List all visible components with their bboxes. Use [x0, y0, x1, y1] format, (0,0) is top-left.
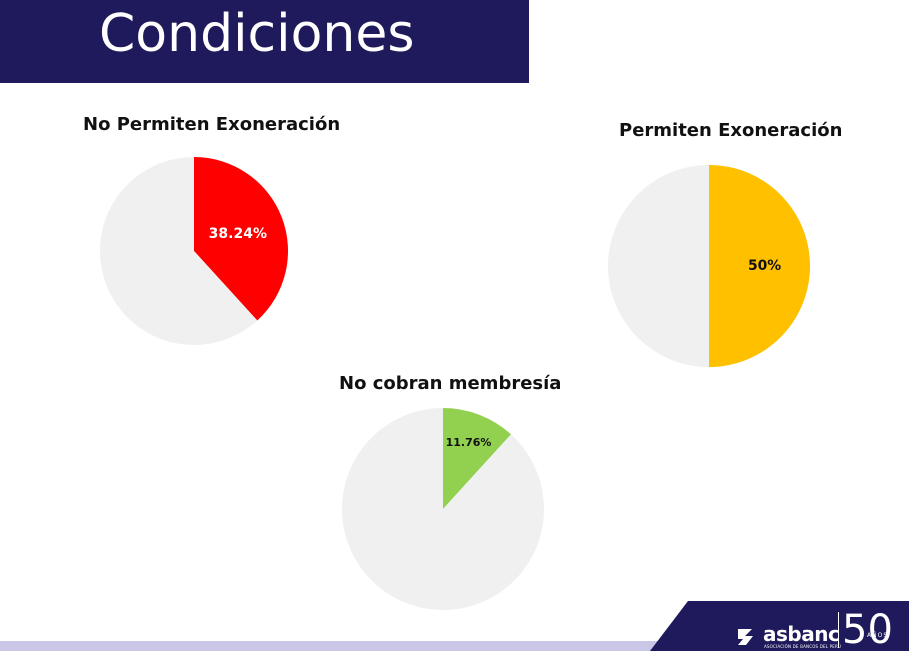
pie-chart-no-permiten: 38.24% — [99, 157, 288, 345]
logo-divider — [838, 612, 839, 648]
data-label: 50% — [748, 258, 781, 274]
slice-no-permiten — [194, 157, 288, 321]
footer-brand-panel — [650, 601, 909, 651]
slice-rest — [99, 157, 258, 345]
asbanc-mark-icon — [738, 629, 753, 645]
slice-no-cobran — [443, 408, 512, 509]
chart-title-no-permiten: No Permiten Exoneración — [83, 114, 341, 135]
footer-strip — [0, 641, 909, 651]
data-label: 11.76% — [446, 436, 492, 449]
chart-title-permiten: Permiten Exoneración — [619, 120, 843, 141]
chart-title-no-cobran: No cobran membresía — [339, 373, 562, 394]
logo-subtitle: ASOCIACIÓN DE BANCOS DEL PERÚ — [764, 644, 842, 649]
header-bar: Condiciones — [0, 0, 529, 83]
slice-permiten — [709, 164, 811, 368]
slice-rest — [342, 408, 544, 610]
data-label: 38.24% — [209, 226, 267, 242]
logo-anniversary-label: AÑOS — [867, 632, 889, 639]
pie-chart-permiten: 50% — [607, 164, 811, 368]
logo-wordmark: asbanc — [763, 622, 840, 646]
asbanc-logo: asbanc ASOCIACIÓN DE BANCOS DEL PERÚ 50 … — [735, 607, 905, 653]
page-title: Condiciones — [99, 4, 415, 64]
slice-rest — [607, 164, 709, 368]
logo-anniversary-number: 50 — [842, 607, 893, 653]
pie-chart-no-cobran: 11.76% — [342, 408, 544, 610]
